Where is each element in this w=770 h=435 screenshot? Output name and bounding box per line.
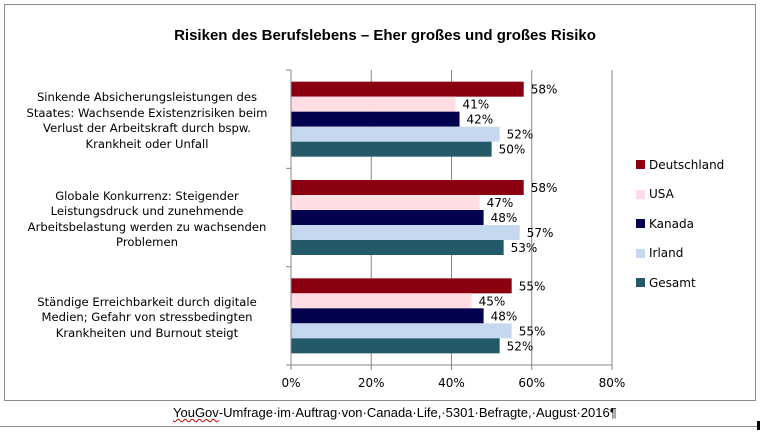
legend-item: Irland <box>636 239 724 269</box>
category-label: Globale Konkurrenz: Steigender Leistungsd… <box>12 189 282 251</box>
category-label: Ständige Erreichbarkeit durch digitale Me… <box>12 295 282 342</box>
bar-usa <box>291 195 480 210</box>
data-label: 55% <box>519 324 546 338</box>
category-label-line: Arbeitsbelastung werden zu wachsenden <box>27 219 267 234</box>
data-label: 42% <box>467 113 494 127</box>
bar-irland <box>291 323 512 339</box>
category-label-line: Medien; Gefahr von stressbedingten <box>41 310 253 325</box>
legend-swatch <box>636 278 645 288</box>
bar-kanada <box>291 210 484 225</box>
legend-label: Kanada <box>649 216 694 231</box>
bar-kanada <box>291 308 484 324</box>
data-label: 48% <box>491 211 518 225</box>
legend-item: Kanada <box>636 209 724 239</box>
legend-item: USA <box>636 180 724 210</box>
legend-label: Gesamt <box>649 275 696 290</box>
x-tick-label: 80% <box>599 376 626 390</box>
bar-gesamt <box>291 141 492 157</box>
legend-label: USA <box>649 187 674 202</box>
data-label: 57% <box>527 226 554 240</box>
category-label-line: Ständige Erreichbarkeit durch digitale <box>37 294 257 309</box>
data-label: 48% <box>491 309 518 323</box>
x-tick-label: 0% <box>281 376 300 390</box>
legend-item: Deutschland <box>636 150 724 180</box>
x-tick-label: 20% <box>358 376 385 390</box>
x-tick-label: 40% <box>438 376 465 390</box>
category-label-line: Problemen <box>116 235 178 249</box>
bar-usa <box>291 293 472 309</box>
data-label: 58% <box>531 181 558 195</box>
legend-swatch <box>636 160 645 170</box>
category-label-line: Globale Konkurrenz: Steigender <box>55 188 239 203</box>
category-label-line: Krankheit oder Unfall <box>85 136 209 151</box>
bar-deutschland <box>291 81 524 97</box>
data-label: 52% <box>507 128 534 142</box>
bar-irland <box>291 225 520 240</box>
bar-usa <box>291 96 456 112</box>
text-cursor-marker <box>757 421 760 430</box>
legend-label: Irland <box>649 246 684 261</box>
source-text: -Umfrage·im·Auftrag·von·Canada·Life,·530… <box>218 405 617 420</box>
category-label-line: Krankheiten und Burnout steigt <box>55 325 239 340</box>
legend-swatch <box>636 219 645 229</box>
category-label-line: Sinkende Absicherungsleistungen des <box>36 90 258 105</box>
data-label: 58% <box>531 83 558 97</box>
category-label-line: Staates: Wachsende Existenzrisiken beim <box>26 105 268 120</box>
category-label-line: Verlust der Arbeitskraft durch bspw. <box>43 121 251 136</box>
data-label: 55% <box>519 279 546 293</box>
source-prefix: YouGov <box>173 405 219 420</box>
data-label: 53% <box>511 241 538 255</box>
bar-irland <box>291 126 500 142</box>
bar-deutschland <box>291 278 512 294</box>
data-label: 41% <box>463 98 490 112</box>
legend-swatch <box>636 189 645 199</box>
legend-item: Gesamt <box>636 268 724 298</box>
legend: Deutschland USA Kanada Irland Gesamt <box>636 150 724 298</box>
x-tick-label: 60% <box>518 376 545 390</box>
legend-swatch <box>636 248 645 258</box>
category-label: Sinkende Absicherungsleistungen des Staat… <box>12 90 282 152</box>
bar-kanada <box>291 111 460 127</box>
data-label: 50% <box>499 143 526 157</box>
source-note: YouGov-Umfrage·im·Auftrag·von·Canada·Lif… <box>173 405 617 420</box>
chart-title: Risiken des Berufslebens – Eher großes u… <box>174 27 596 44</box>
data-label: 45% <box>479 294 506 308</box>
data-label: 47% <box>487 196 514 210</box>
bar-gesamt <box>291 338 500 354</box>
bar-deutschland <box>291 180 524 195</box>
category-label-line: Leistungsdruck und zunehmende <box>50 204 244 218</box>
legend-label: Deutschland <box>649 157 725 172</box>
data-label: 52% <box>507 339 534 353</box>
page-edge-line <box>0 426 758 427</box>
bar-gesamt <box>291 240 504 255</box>
